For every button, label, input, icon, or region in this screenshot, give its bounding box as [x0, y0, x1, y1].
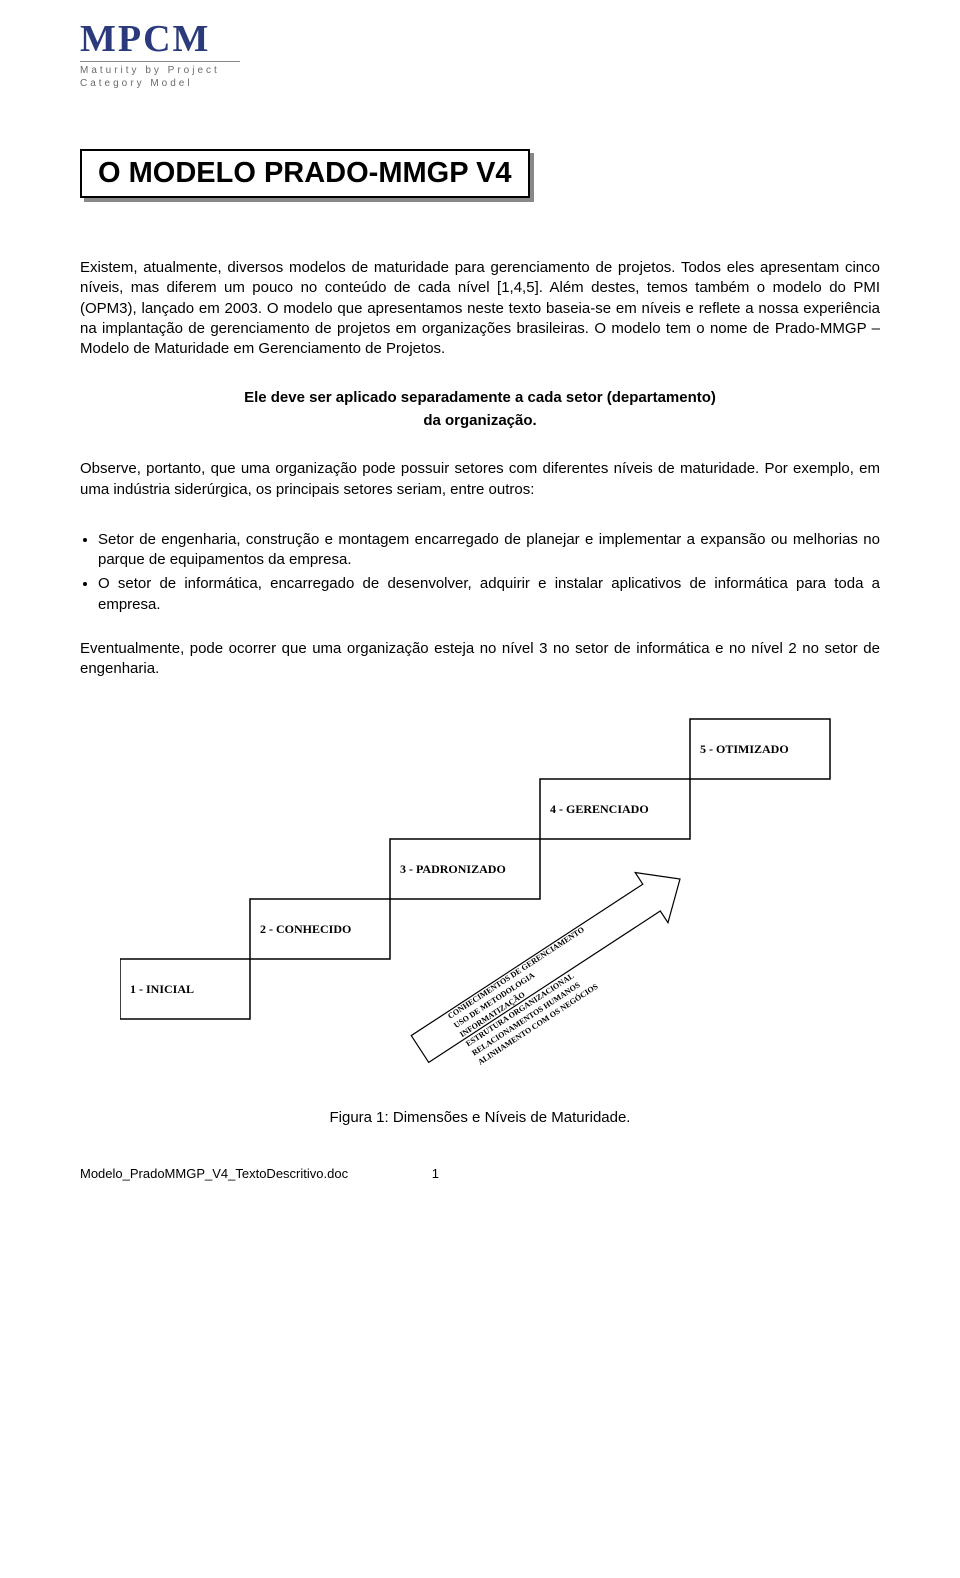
- svg-text:1 - INICIAL: 1 - INICIAL: [130, 982, 194, 996]
- stairstep-diagram-svg: 1 - INICIAL 2 - CONHECIDO 3 - PADRONIZADO 4…: [120, 709, 840, 1069]
- page-footer: Modelo_PradoMMGP_V4_TextoDescritivo.doc …: [80, 1166, 880, 1181]
- svg-text:2 - CONHECIDO: 2 - CONHECIDO: [260, 922, 351, 936]
- logo-sub1: Maturity by Project: [80, 65, 880, 76]
- svg-text:4 - GERENCIADO: 4 - GERENCIADO: [550, 802, 649, 816]
- footer-page-number: 1: [432, 1166, 439, 1181]
- list-item: O setor de informática, encarregado de d…: [98, 574, 880, 615]
- observe-paragraph: Observe, portanto, que uma organização p…: [80, 459, 880, 500]
- svg-text:5 - OTIMIZADO: 5 - OTIMIZADO: [700, 742, 789, 756]
- page: MPCM Maturity by Project Category Model …: [0, 0, 960, 1211]
- eventually-paragraph: Eventualmente, pode ocorrer que uma orga…: [80, 639, 880, 680]
- logo-block: MPCM Maturity by Project Category Model: [80, 20, 880, 89]
- logo-sub2: Category Model: [80, 78, 880, 89]
- svg-text:3 - PADRONIZADO: 3 - PADRONIZADO: [400, 862, 506, 876]
- figure-caption: Figura 1: Dimensões e Níveis de Maturida…: [80, 1109, 880, 1126]
- logo-main-text: MPCM: [80, 20, 880, 58]
- maturity-diagram: 1 - INICIAL 2 - CONHECIDO 3 - PADRONIZADO 4…: [80, 709, 880, 1069]
- centered-statement-line2: da organização.: [80, 412, 880, 429]
- list-item: Setor de engenharia, construção e montag…: [98, 530, 880, 571]
- logo-divider: [80, 61, 240, 62]
- centered-statement-line1: Ele deve ser aplicado separadamente a ca…: [80, 389, 880, 406]
- sector-bullet-list: Setor de engenharia, construção e montag…: [80, 530, 880, 615]
- footer-filename: Modelo_PradoMMGP_V4_TextoDescritivo.doc: [80, 1166, 348, 1181]
- intro-paragraph: Existem, atualmente, diversos modelos de…: [80, 258, 880, 359]
- document-title: O MODELO PRADO-MMGP V4: [98, 157, 512, 189]
- title-box: O MODELO PRADO-MMGP V4: [80, 149, 530, 198]
